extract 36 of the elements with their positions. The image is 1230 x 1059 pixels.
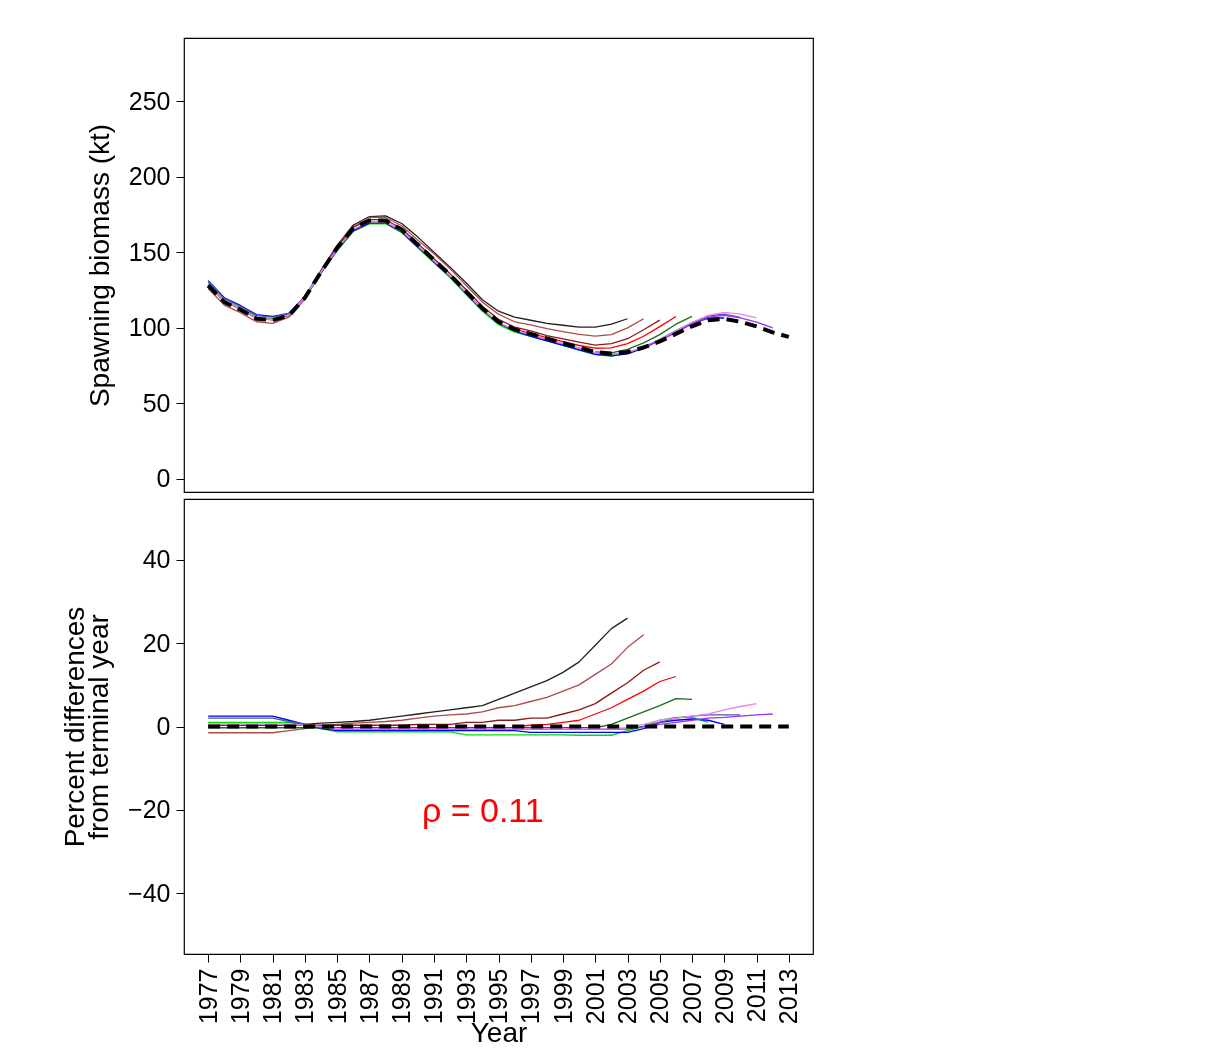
x-tick-label: 1985 (322, 968, 351, 1025)
x-tick-label: 2003 (613, 968, 642, 1025)
x-tick-label: 1983 (290, 968, 319, 1025)
line-series (207, 714, 742, 730)
y-tick-label: −20 (128, 795, 171, 824)
x-tick-label: 1991 (419, 968, 448, 1025)
line-series (207, 634, 645, 734)
y-tick-label: 20 (142, 628, 171, 657)
x-tick-label: 2013 (774, 968, 803, 1025)
y-tick-label: −40 (128, 878, 171, 907)
x-tick-label: 2011 (742, 968, 771, 1023)
y-tick-label: 200 (128, 162, 171, 191)
line-series (207, 716, 709, 736)
y-axis-title: Percent differences from terminal year (59, 606, 115, 848)
x-tick-label: 1999 (548, 968, 577, 1025)
line-series (643, 713, 774, 728)
x-tick-label: 2009 (709, 968, 738, 1025)
x-tick-label: 1997 (516, 968, 545, 1025)
y-tick-label: 0 (156, 464, 171, 493)
y-tick-label: 40 (142, 545, 171, 574)
y-axis-title: Spawning biomass (kt) (83, 123, 115, 408)
x-tick-label: 1977 (193, 968, 222, 1025)
line-series (207, 715, 725, 733)
y-tick-label: 150 (128, 237, 171, 266)
y-tick-label: 250 (128, 86, 171, 115)
y-tick-label: 100 (128, 313, 171, 342)
x-tick-label: 1989 (387, 968, 416, 1025)
x-tick-label: 1987 (354, 968, 383, 1025)
x-tick-label: 1979 (225, 968, 254, 1025)
x-tick-label: 2005 (645, 968, 674, 1025)
y-tick-label: 50 (142, 388, 171, 417)
x-tick-label: 2007 (677, 968, 706, 1025)
x-tick-label: 2001 (580, 968, 609, 1025)
y-tick-label: 0 (156, 712, 171, 740)
annotation: ρ = 0.11 (421, 790, 544, 829)
x-tick-label: 1981 (258, 968, 287, 1025)
